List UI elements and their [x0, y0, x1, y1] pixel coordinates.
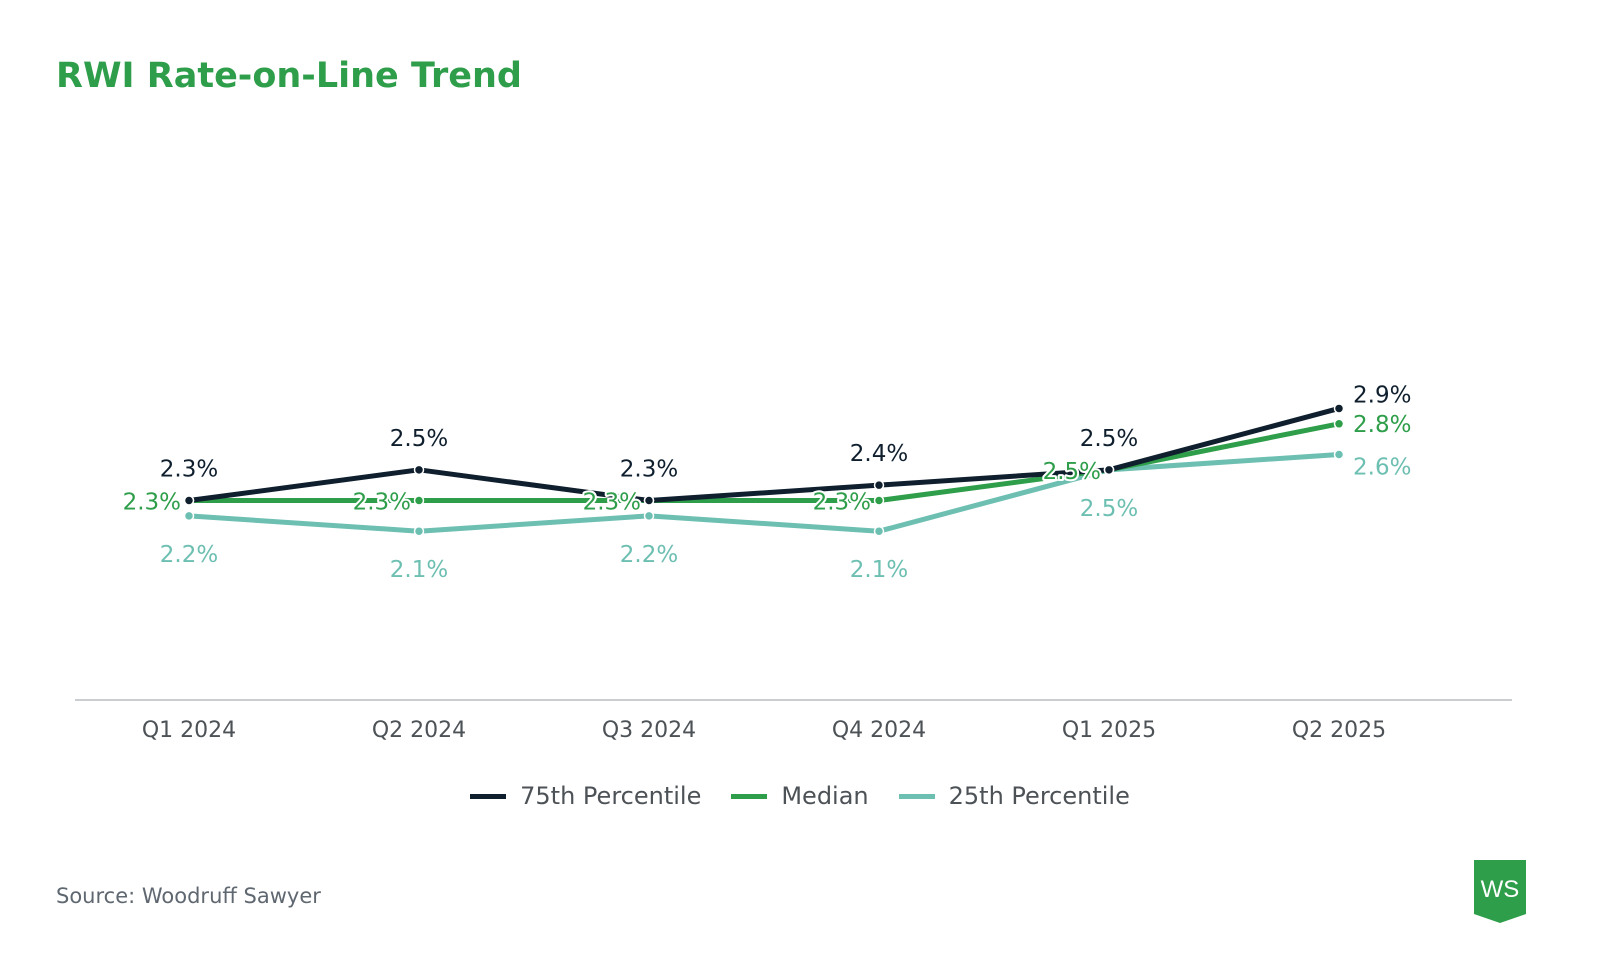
legend-label: Median	[781, 782, 869, 810]
data-point-median[interactable]	[873, 495, 885, 506]
series-line-75th-percentile	[188, 406, 1340, 504]
legend-label: 25th Percentile	[948, 782, 1130, 810]
data-label-75th-percentile: 2.4%	[850, 441, 908, 467]
data-point-75th-percentile[interactable]	[413, 464, 425, 476]
data-label-75th-percentile: 2.5%	[1080, 426, 1138, 452]
legend-swatch-75th	[470, 793, 507, 799]
x-tick-labels: Q1 2024 Q2 2024 Q3 2024 Q4 2024 Q1 2025 Q2 20…	[142, 718, 1386, 743]
data-label-median: 2.3%	[583, 490, 641, 516]
data-label-median: 2.8%	[1353, 412, 1411, 438]
legend-label: 75th Percentile	[520, 782, 702, 810]
chart-title: RWI Rate-on-Line Trend	[56, 56, 522, 96]
data-point-75th-percentile[interactable]	[1103, 464, 1115, 476]
series-points	[183, 403, 1345, 537]
data-point-25th-percentile[interactable]	[1333, 449, 1345, 460]
legend-item-median[interactable]: Median	[731, 782, 869, 810]
data-label-75th-percentile: 2.3%	[620, 457, 678, 483]
data-label-median: 2.5%	[1043, 459, 1101, 485]
legend-swatch-median	[731, 793, 768, 799]
data-label-25th-percentile: 2.2%	[160, 542, 218, 568]
data-point-25th-percentile[interactable]	[183, 510, 195, 522]
data-point-25th-percentile[interactable]	[413, 525, 425, 537]
data-label-median: 2.3%	[353, 490, 411, 516]
data-point-75th-percentile[interactable]	[1333, 403, 1345, 414]
data-label-median: 2.3%	[813, 490, 871, 516]
legend-item-75th[interactable]: 75th Percentile	[470, 782, 701, 810]
data-point-median[interactable]	[413, 495, 425, 506]
data-label-75th-percentile: 2.9%	[1353, 382, 1411, 408]
data-label-median: 2.3%	[123, 490, 181, 516]
data-label-75th-percentile: 2.5%	[390, 426, 448, 452]
data-point-75th-percentile[interactable]	[643, 495, 655, 506]
source-note: Source: Woodruff Sawyer	[56, 884, 321, 908]
data-point-75th-percentile[interactable]	[183, 495, 195, 506]
x-tick-label: Q1 2024	[142, 718, 236, 743]
x-tick-label: Q3 2024	[602, 718, 696, 743]
legend-swatch-25th	[898, 793, 935, 799]
data-label-25th-percentile: 2.5%	[1080, 496, 1138, 522]
data-point-75th-percentile[interactable]	[873, 479, 885, 491]
data-labels: 2.3% 2.5% 2.3% 2.4% 2.5% 2.9% 2.3% 2.3% 2.3% 2.3%…	[121, 380, 1414, 585]
legend-item-25th[interactable]: 25th Percentile	[898, 782, 1130, 810]
x-tick-label: Q4 2024	[832, 718, 926, 743]
data-label-25th-percentile: 2.1%	[850, 557, 908, 583]
data-label-25th-percentile: 2.6%	[1353, 454, 1411, 480]
data-label-25th-percentile: 2.2%	[620, 542, 678, 568]
ws-logo-badge: WS	[1474, 860, 1526, 923]
x-tick-label: Q1 2025	[1062, 718, 1156, 743]
series-line-25th-percentile	[188, 451, 1340, 534]
data-point-25th-percentile[interactable]	[643, 510, 655, 522]
data-point-25th-percentile[interactable]	[873, 525, 885, 537]
x-tick-label: Q2 2024	[372, 718, 466, 743]
data-label-25th-percentile: 2.1%	[390, 557, 448, 583]
data-label-75th-percentile: 2.3%	[160, 457, 218, 483]
legend: 75th Percentile Median 25th Percentile	[0, 782, 1600, 810]
series-lines	[188, 406, 1340, 534]
x-tick-label: Q2 2025	[1292, 718, 1386, 743]
data-point-median[interactable]	[1333, 418, 1345, 430]
logo-shield-icon	[1474, 860, 1526, 923]
logo-text: WS	[1481, 876, 1520, 903]
